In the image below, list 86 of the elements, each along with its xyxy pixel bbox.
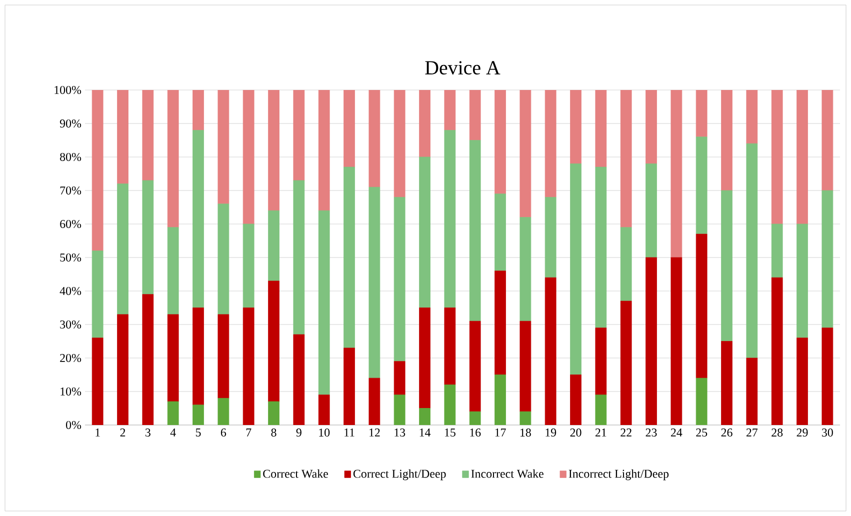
y-tick-label: 40% xyxy=(60,286,82,296)
x-tick-label: 2 xyxy=(120,428,126,436)
x-tick-label: 20 xyxy=(570,428,582,437)
bar xyxy=(771,224,783,278)
bar xyxy=(394,361,406,396)
x-tick-label: 19 xyxy=(546,428,556,437)
x-tick-label: 15 xyxy=(444,428,456,437)
bar xyxy=(117,184,128,315)
bar xyxy=(242,224,254,308)
y-tick-label: 70% xyxy=(60,186,82,195)
x-tick-label: 25 xyxy=(696,428,708,437)
x-tick-label: 5 xyxy=(196,428,201,436)
bar xyxy=(368,186,380,378)
x-tick-label: 27 xyxy=(746,428,758,436)
x-tick-label: 24 xyxy=(670,428,682,436)
legend-label: Correct Light/Deep xyxy=(353,469,446,480)
x-tick-label: 7 xyxy=(246,428,252,436)
y-tick-label: 20% xyxy=(60,354,82,362)
bar xyxy=(796,224,808,338)
y-tick-label: 90% xyxy=(60,119,82,128)
bar xyxy=(344,166,355,348)
chart-title: Device A xyxy=(425,61,500,75)
bar xyxy=(293,180,305,335)
x-tick-label: 22 xyxy=(620,428,632,436)
bar xyxy=(746,143,758,358)
bar xyxy=(268,280,280,402)
bar xyxy=(646,164,657,258)
x-tick-label: 12 xyxy=(369,428,380,436)
x-tick-label: 9 xyxy=(296,428,302,437)
x-tick-label: 14 xyxy=(420,428,431,436)
x-tick-label: 28 xyxy=(772,428,783,437)
bar xyxy=(92,250,104,338)
bar xyxy=(318,210,330,396)
bar xyxy=(595,166,607,328)
bar xyxy=(394,197,406,362)
x-tick-label: 18 xyxy=(520,428,531,437)
x-tick-label: 4 xyxy=(170,428,176,436)
bar xyxy=(469,140,481,322)
x-tick-label: 3 xyxy=(146,428,150,437)
bar xyxy=(570,164,582,375)
x-tick-label: 1 xyxy=(96,428,100,436)
bar xyxy=(696,136,708,234)
bar xyxy=(544,197,556,278)
bar xyxy=(142,180,154,295)
x-tick-label: 26 xyxy=(721,428,732,437)
x-tick-label: 30 xyxy=(822,428,833,437)
bar xyxy=(520,217,532,322)
bar xyxy=(218,314,230,398)
bar xyxy=(494,270,506,375)
x-tick-label: 23 xyxy=(646,428,657,437)
x-tick-label: 21 xyxy=(595,428,606,436)
bar xyxy=(192,130,204,308)
bar xyxy=(520,320,532,412)
x-tick-label: 29 xyxy=(796,428,808,437)
bar xyxy=(444,130,456,308)
y-tick-label: 30% xyxy=(60,320,82,329)
bar xyxy=(620,227,632,302)
bar xyxy=(218,204,230,315)
bar xyxy=(419,308,430,408)
legend-label: Correct Wake xyxy=(263,469,328,478)
bar xyxy=(419,156,430,308)
bar xyxy=(167,227,179,315)
y-tick-label: 50% xyxy=(60,253,82,262)
bar xyxy=(469,320,481,412)
x-tick-label: 6 xyxy=(220,428,226,437)
bar xyxy=(494,194,506,272)
y-tick-label: 100% xyxy=(54,86,82,94)
legend-label: Incorrect Light/Deep xyxy=(568,469,669,480)
bar xyxy=(444,308,456,385)
x-tick-label: 13 xyxy=(394,428,406,437)
bar xyxy=(721,190,732,342)
bar xyxy=(595,328,607,396)
bar xyxy=(822,190,834,328)
x-tick-label: 11 xyxy=(344,428,354,436)
x-tick-label: 8 xyxy=(271,428,276,437)
y-tick-label: 0% xyxy=(66,420,82,430)
bar xyxy=(268,210,280,282)
bar xyxy=(167,314,179,402)
bar xyxy=(192,308,204,406)
legend-label: Incorrect Wake xyxy=(471,469,544,478)
y-tick-label: 60% xyxy=(60,220,82,228)
x-tick-label: 17 xyxy=(495,428,506,436)
y-tick-label: 80% xyxy=(60,152,82,162)
x-tick-label: 16 xyxy=(470,428,481,437)
y-tick-label: 10% xyxy=(60,387,82,396)
x-tick-label: 10 xyxy=(319,428,330,437)
